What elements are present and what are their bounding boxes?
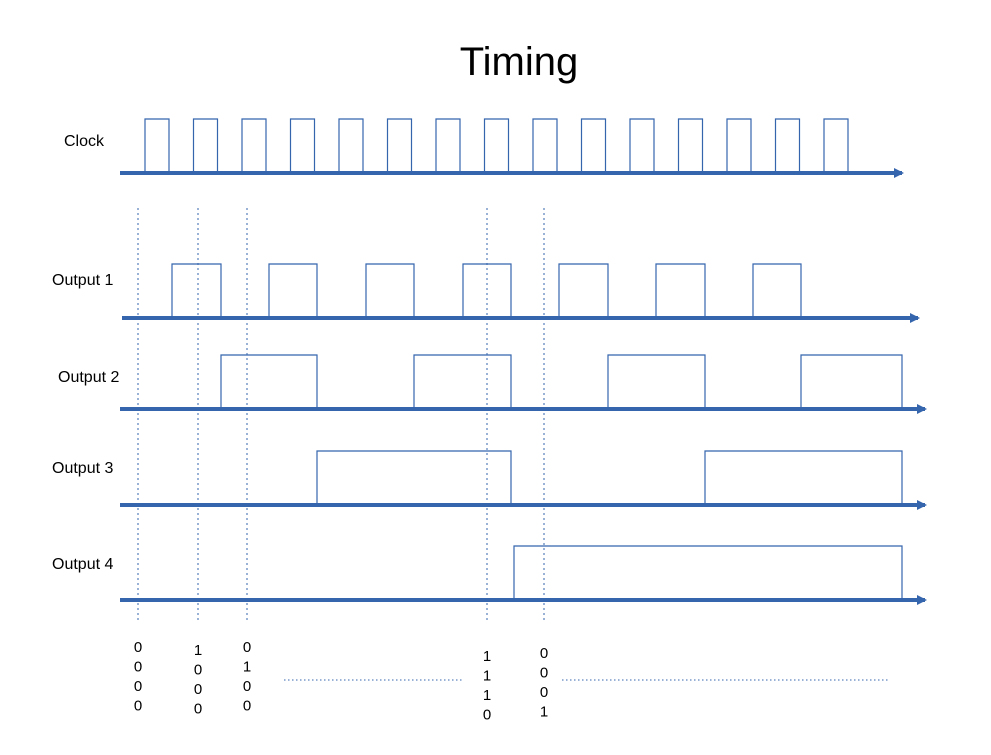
state-bit: 0: [540, 684, 548, 701]
state-bit: 1: [243, 659, 251, 676]
output-3-high-pulse: [316, 450, 512, 505]
output-3-high-pulse: [704, 450, 903, 505]
clock-pulse: [726, 118, 752, 173]
signal-label-output-4: Output 4: [52, 556, 113, 573]
output-1-high-pulse: [558, 263, 609, 318]
state-bit: 0: [194, 681, 202, 698]
state-bit: 0: [134, 639, 142, 656]
state-bit: 0: [134, 659, 142, 676]
state-bit: 0: [483, 707, 491, 724]
state-bit: 0: [243, 698, 251, 715]
output-1-high-pulse: [171, 263, 222, 318]
output-1-high-pulse: [655, 263, 706, 318]
clock-pulse: [532, 118, 558, 173]
state-bit: 0: [243, 678, 251, 695]
clock-pulse: [289, 118, 316, 173]
clock-pulse: [386, 118, 413, 173]
clock-pulse: [629, 118, 655, 173]
state-bit: 0: [134, 698, 142, 715]
clock-pulse: [241, 118, 267, 173]
state-bit: 1: [483, 648, 491, 665]
output-1-high-pulse: [268, 263, 318, 318]
state-bits: 0 0 0 0 1 0 0 0 0 1 0 0 1 1 1 0 0 0 0 1: [134, 639, 548, 724]
state-bits-column: 1 1 1 0: [483, 648, 491, 724]
output-4-high-pulse: [513, 545, 903, 600]
state-bits-column: 1 0 0 0: [194, 642, 202, 718]
state-bit: 1: [483, 687, 491, 704]
output-2-high-pulse: [800, 354, 903, 409]
state-bits-column: 0 0 0 0: [134, 639, 142, 715]
clock-pulse: [144, 118, 170, 173]
state-bits-column: 0 1 0 0: [243, 639, 251, 715]
signal-label-output-2: Output 2: [58, 369, 119, 386]
state-bit: 0: [194, 701, 202, 718]
clock-pulse: [677, 118, 704, 173]
output-2-high-pulse: [607, 354, 706, 409]
state-markers: [137, 208, 890, 681]
output-2-waveform: [220, 354, 903, 409]
clock-waveform: [144, 118, 849, 173]
clock-pulse: [192, 118, 219, 173]
diagram-title: Timing: [460, 40, 579, 84]
output-4-waveform: [513, 545, 903, 600]
output-3-waveform: [316, 450, 903, 505]
clock-pulse: [580, 118, 607, 173]
output-2-high-pulse: [220, 354, 318, 409]
state-bit: 1: [194, 642, 202, 659]
state-bit: 0: [540, 665, 548, 682]
state-bit: 0: [134, 678, 142, 695]
clock-pulse: [823, 118, 849, 173]
clock-pulse: [774, 118, 801, 173]
output-1-high-pulse: [365, 263, 415, 318]
state-bit: 1: [483, 668, 491, 685]
signal-label-clock: Clock: [64, 133, 105, 150]
state-bit: 0: [243, 639, 251, 656]
clock-pulse: [435, 118, 461, 173]
clock-pulse: [338, 118, 364, 173]
waveforms: [120, 118, 927, 605]
state-bits-column: 0 0 0 1: [540, 645, 548, 721]
state-bit: 1: [540, 704, 548, 721]
output-1-high-pulse: [752, 263, 802, 318]
state-bit: 0: [540, 645, 548, 662]
output-2-high-pulse: [413, 354, 512, 409]
signal-label-output-1: Output 1: [52, 272, 113, 289]
clock-pulse: [483, 118, 510, 173]
signal-label-output-3: Output 3: [52, 460, 113, 477]
state-bit: 0: [194, 662, 202, 679]
